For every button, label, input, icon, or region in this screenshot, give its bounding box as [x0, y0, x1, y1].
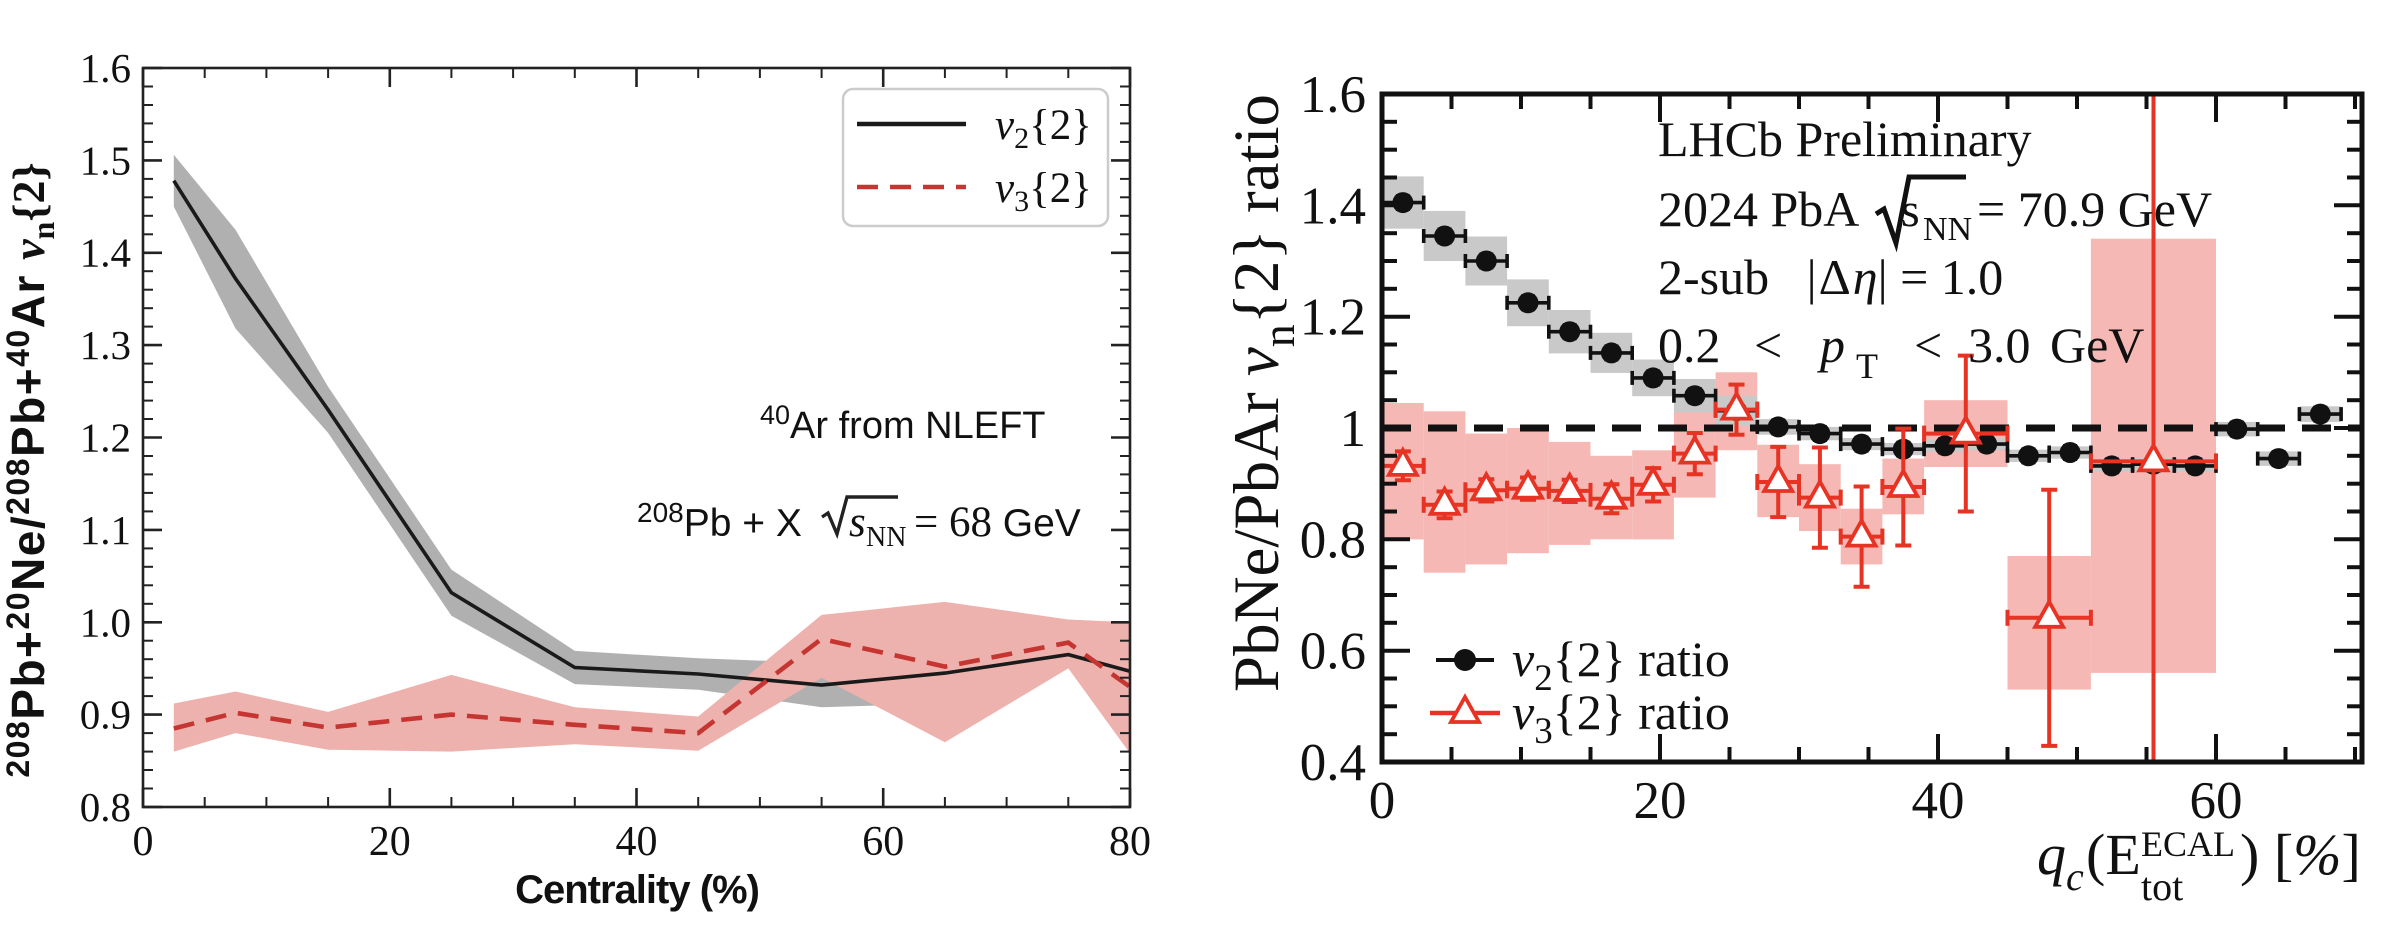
svg-text:1.3: 1.3 — [80, 322, 131, 368]
svg-text:0.8: 0.8 — [80, 784, 131, 830]
svg-text:1: 1 — [1340, 400, 1367, 458]
svg-text:60: 60 — [2190, 772, 2243, 830]
svg-text:1.2: 1.2 — [1300, 289, 1366, 347]
svg-text:= 68 GeV: = 68 GeV — [914, 499, 1081, 546]
svg-text:tot: tot — [2141, 864, 2183, 909]
svg-text:60: 60 — [862, 819, 904, 865]
svg-text:40Ar from NLEFT: 40Ar from NLEFT — [760, 400, 1046, 447]
svg-text:q: q — [2037, 822, 2066, 887]
svg-text:NN: NN — [866, 522, 906, 553]
svg-text:3.0: 3.0 — [1968, 317, 2031, 373]
svg-text:ECAL: ECAL — [2141, 824, 2235, 864]
svg-text:<: < — [1754, 317, 1782, 373]
svg-text:0.9: 0.9 — [80, 692, 131, 738]
svg-text:PbNe/PbAr vn{2} ratio: PbNe/PbAr vn{2} ratio — [1221, 94, 1304, 692]
svg-text:20: 20 — [369, 819, 411, 865]
svg-text:T: T — [1856, 346, 1878, 386]
svg-text:0: 0 — [1369, 772, 1396, 830]
svg-text:1.4: 1.4 — [1300, 177, 1366, 235]
svg-text:(E: (E — [2086, 822, 2141, 887]
svg-text:40: 40 — [1912, 772, 1965, 830]
svg-text:GeV: GeV — [2050, 317, 2144, 373]
svg-text:1.4: 1.4 — [80, 230, 131, 276]
svg-text:0.4: 0.4 — [1300, 734, 1366, 792]
svg-text:v2{2} ratio: v2{2} ratio — [1512, 631, 1730, 699]
svg-text:s: s — [849, 499, 866, 546]
svg-text:= 70.9 GeV: = 70.9 GeV — [1977, 181, 2212, 237]
svg-text:LHCb Preliminary: LHCb Preliminary — [1658, 111, 2032, 167]
svg-text:0.2: 0.2 — [1658, 317, 1721, 373]
svg-text:) [%]: ) [%] — [2240, 822, 2361, 887]
svg-text:0.6: 0.6 — [1300, 623, 1366, 681]
svg-text:v2{2}: v2{2} — [995, 102, 1092, 155]
svg-text:208Pb+20Ne/208Pb+40Ar vn{2}: 208Pb+20Ne/208Pb+40Ar vn{2} — [0, 162, 61, 777]
svg-text:0: 0 — [133, 819, 154, 865]
svg-text:0.8: 0.8 — [1300, 511, 1366, 569]
svg-text:80: 80 — [1109, 819, 1151, 865]
svg-text:p: p — [1817, 317, 1845, 373]
svg-text:Centrality (%): Centrality (%) — [515, 868, 759, 912]
svg-text:20: 20 — [1634, 772, 1687, 830]
svg-text:1.5: 1.5 — [80, 137, 131, 183]
svg-text:v3{2} ratio: v3{2} ratio — [1512, 684, 1730, 752]
svg-text:1.6: 1.6 — [1300, 66, 1366, 124]
svg-text:1.6: 1.6 — [80, 45, 131, 91]
svg-text:<: < — [1914, 317, 1942, 373]
svg-text:208Pb + X: 208Pb + X — [637, 497, 802, 545]
svg-text:v3{2}: v3{2} — [995, 165, 1092, 218]
svg-text:1.2: 1.2 — [80, 415, 131, 461]
svg-text:NN: NN — [1923, 211, 1972, 248]
svg-text:1.0: 1.0 — [80, 599, 131, 645]
svg-text:2-sub |Δη| = 1.0: 2-sub |Δη| = 1.0 — [1658, 249, 2003, 305]
svg-text:c: c — [2066, 854, 2084, 899]
svg-text:2024 PbA: 2024 PbA — [1658, 181, 1859, 237]
svg-text:40: 40 — [616, 819, 658, 865]
svg-text:1.1: 1.1 — [80, 507, 131, 553]
